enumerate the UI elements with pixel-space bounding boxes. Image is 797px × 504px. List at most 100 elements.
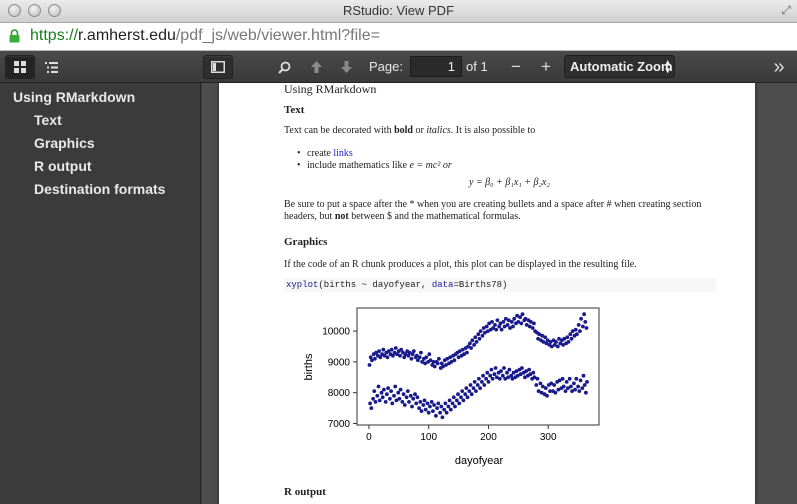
data-point — [478, 329, 483, 333]
data-point — [398, 353, 402, 358]
data-point — [553, 390, 558, 395]
data-point — [372, 389, 377, 393]
data-point — [555, 344, 560, 349]
data-point — [417, 406, 421, 410]
doc-heading: Using RMarkdown — [284, 83, 377, 96]
page-number-input[interactable] — [410, 56, 462, 77]
data-point — [531, 370, 536, 375]
data-point — [431, 360, 436, 364]
zoom-select[interactable]: Automatic Zoom ▴ ▾ — [564, 55, 675, 78]
find-button[interactable] — [273, 55, 295, 79]
zoom-out-button[interactable]: − — [511, 57, 521, 76]
data-point — [582, 312, 586, 317]
data-point — [409, 356, 414, 361]
data-point — [572, 381, 576, 386]
data-point — [490, 320, 494, 324]
data-point — [476, 332, 481, 337]
zoom-in-button[interactable]: + — [541, 57, 551, 76]
outline-item-text[interactable]: Text — [34, 112, 62, 128]
arrow-down-icon — [340, 61, 352, 73]
data-point — [501, 320, 506, 324]
page-label: Page: — [369, 59, 403, 74]
data-point — [421, 403, 426, 407]
data-point — [406, 353, 411, 358]
data-point — [414, 401, 419, 406]
outline-item-r-output[interactable]: R output — [34, 158, 92, 174]
data-point — [527, 324, 532, 329]
data-point — [456, 392, 460, 397]
address-bar[interactable]: https://r.amherst.edu/pdf_js/web/viewer.… — [0, 23, 797, 51]
data-point — [439, 361, 444, 366]
arrow-up-icon — [310, 61, 322, 73]
plot-points — [367, 312, 589, 420]
data-point — [451, 395, 456, 400]
next-page-button[interactable] — [335, 55, 357, 79]
data-point — [482, 383, 487, 387]
data-point — [414, 353, 419, 358]
scatter-plot: 0 100 200 300 7000 8000 9000 10000 dayofyear bi… — [303, 307, 600, 467]
data-point — [440, 415, 445, 420]
data-point — [529, 320, 533, 324]
zoom-select-value: Automatic Zoom — [570, 59, 673, 74]
data-point — [478, 386, 482, 390]
data-point — [411, 349, 416, 353]
data-point — [462, 352, 466, 357]
minimize-window-button[interactable] — [28, 4, 41, 17]
text-paragraph: Text can be decorated with bold or itali… — [284, 125, 536, 136]
bullet-item-math: include mathematics like e = mc² or — [307, 160, 452, 171]
zoom-window-button[interactable] — [48, 4, 61, 17]
data-point — [511, 324, 515, 329]
data-point — [475, 383, 480, 387]
data-point — [486, 329, 490, 333]
data-point — [557, 378, 562, 383]
links-link[interactable]: links — [333, 148, 353, 159]
data-point — [502, 366, 506, 370]
y-tick-label: 8000 — [328, 388, 351, 399]
data-point — [449, 360, 454, 364]
search-icon — [277, 61, 290, 74]
outline-view-button[interactable] — [36, 55, 66, 79]
data-point — [445, 356, 450, 361]
close-window-button[interactable] — [8, 4, 21, 17]
previous-page-button[interactable] — [305, 55, 327, 79]
data-point — [432, 364, 437, 369]
tools-menu-button[interactable]: » — [773, 55, 785, 78]
data-point — [574, 376, 579, 381]
data-point — [543, 335, 548, 340]
data-point — [391, 353, 395, 358]
outline-item-destination-formats[interactable]: Destination formats — [34, 181, 166, 197]
data-point — [497, 324, 502, 329]
data-point — [563, 389, 568, 393]
outline-item-graphics[interactable]: Graphics — [34, 135, 95, 151]
data-point — [500, 373, 505, 378]
data-point — [491, 326, 496, 330]
thumbnail-view-button[interactable] — [5, 55, 35, 79]
viewer-container[interactable]: Using RMarkdown Text Text can be decorat… — [202, 83, 797, 504]
y-axis-label: births — [303, 353, 315, 380]
data-point — [570, 329, 575, 333]
data-point — [480, 333, 485, 338]
url-text[interactable]: https://r.amherst.edu/pdf_js/web/viewer.… — [30, 27, 380, 45]
data-point — [573, 327, 578, 332]
data-point — [483, 330, 487, 335]
data-point — [503, 316, 508, 321]
data-point — [484, 324, 489, 329]
data-point — [388, 396, 392, 401]
viewer-scrollbar[interactable] — [783, 83, 797, 504]
data-point — [389, 347, 394, 352]
data-point — [401, 392, 406, 397]
data-point — [408, 393, 413, 398]
data-point — [505, 370, 509, 375]
url-path: /pdf_js/web/viewer.html?file= — [175, 27, 380, 44]
data-point — [397, 396, 402, 401]
data-point — [541, 340, 546, 344]
data-point — [562, 336, 567, 341]
data-point — [373, 400, 378, 404]
fullscreen-icon[interactable]: ⤢ — [781, 3, 791, 17]
data-point — [467, 389, 472, 393]
data-point — [466, 344, 470, 349]
data-point — [402, 403, 407, 407]
toggle-sidebar-button[interactable] — [203, 55, 233, 79]
outline-item-using-rmarkdown[interactable]: Using RMarkdown — [13, 89, 136, 105]
data-point — [386, 386, 390, 390]
